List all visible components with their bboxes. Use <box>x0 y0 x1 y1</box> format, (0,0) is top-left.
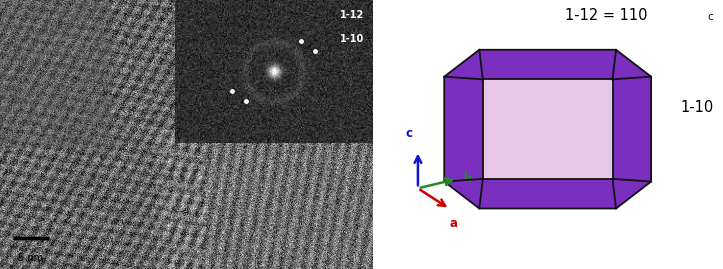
Text: c: c <box>406 127 413 140</box>
Text: 1-12: 1-12 <box>341 10 364 20</box>
Text: 1-10: 1-10 <box>341 34 364 44</box>
Polygon shape <box>444 50 651 208</box>
Text: 5 nm: 5 nm <box>18 253 43 263</box>
Text: 1-10: 1-10 <box>681 100 714 115</box>
Text: a: a <box>450 217 458 230</box>
Polygon shape <box>483 79 612 179</box>
Text: c: c <box>707 12 713 22</box>
Text: b: b <box>464 172 473 185</box>
Text: 1-12 = 110: 1-12 = 110 <box>565 8 648 23</box>
